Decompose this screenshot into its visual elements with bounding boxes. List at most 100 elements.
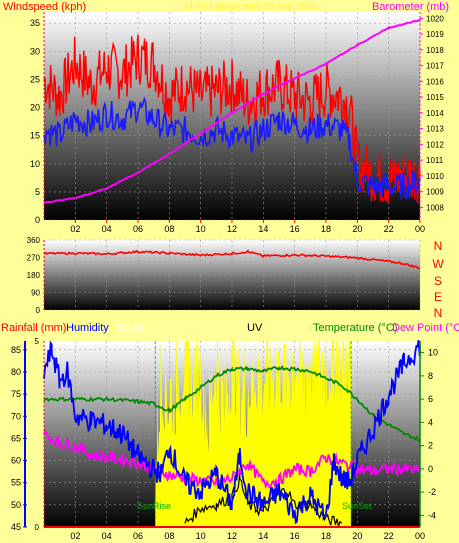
wind-y-tick-label: 5: [35, 187, 40, 197]
uv-title: UV: [247, 322, 263, 334]
barometer-tick-label: 1016: [426, 77, 444, 86]
wind-y-tick-label: 30: [30, 46, 40, 56]
uv-line: [184, 473, 343, 529]
temperature-line: [43, 365, 421, 443]
temperature-tick-label: 10: [428, 348, 438, 358]
wind-x-tick-label: 22: [384, 224, 394, 234]
temperature-title: Temperature (°C): [313, 322, 397, 334]
compass-s: S: [434, 274, 442, 288]
humidity-tick-label: 70: [11, 411, 21, 421]
barometer-tick-label: 1015: [426, 93, 444, 102]
barometer-tick-label: 1017: [426, 62, 444, 71]
humidity-line: [43, 340, 421, 525]
wind-x-tick-label: 02: [70, 224, 80, 234]
dewpoint-title: Dew Point (°C): [392, 322, 459, 334]
humidity-tick-label: 50: [11, 500, 21, 510]
graph-start-title: 24 hour graph start: 23 April 2008: [183, 1, 317, 11]
wind-y-tick-label: 0: [35, 215, 40, 225]
wind-x-tick-label: 18: [321, 224, 331, 234]
wind-axes: 02 04 06 08 10 12 14 16 18 20 22 000510152025303510…: [30, 12, 444, 234]
humidity-tick-label: 60: [11, 456, 21, 466]
temperature-series-layer: [43, 340, 421, 529]
direction-tick-label: 360: [27, 236, 41, 245]
wind-x-tick-label: 06: [133, 224, 143, 234]
temperature-tick-label: -2: [428, 487, 436, 497]
wind-y-tick-label: 25: [30, 74, 40, 84]
direction-tick-label: 180: [27, 271, 41, 280]
wind-direction-line: [43, 249, 421, 270]
wind-y-tick-label: 20: [30, 103, 40, 113]
barometer-tick-label: 1009: [426, 188, 444, 197]
barometer-tick-label: 1019: [426, 30, 444, 39]
barometer-title: Barometer (mb): [372, 1, 449, 13]
temperature-x-tick-label: 04: [102, 531, 112, 541]
temperature-x-tick-label: 12: [227, 531, 237, 541]
direction-axes: 0 90 180 270 360: [27, 236, 45, 315]
wind-x-tick-label: 08: [164, 224, 174, 234]
barometer-tick-label: 1018: [426, 46, 444, 55]
temperature-tick-label: 0: [428, 464, 433, 474]
sunset-label: SunSet: [342, 501, 372, 511]
barometer-tick-label: 1014: [426, 109, 444, 118]
temperature-tick-label: 2: [428, 441, 433, 451]
temperature-tick-label: 8: [428, 371, 433, 381]
temperature-tick-label: -4: [428, 510, 436, 520]
solar-title: Solar: [117, 322, 143, 334]
wind-x-tick-label: 00: [415, 224, 425, 234]
compass-w: W: [432, 257, 444, 271]
direction-tick-label: 90: [31, 289, 40, 298]
wind-y-tick-label: 15: [30, 131, 40, 141]
rainfall-title: Rainfall (mm): [1, 322, 66, 334]
temperature-tick-label: 4: [428, 417, 433, 427]
humidity-tick-label: 55: [11, 478, 21, 488]
sunrise-label: SunRise: [137, 501, 171, 511]
direction-tick-label: 270: [27, 254, 41, 263]
humidity-tick-label: 65: [11, 433, 21, 443]
wind-x-tick-label: 04: [102, 224, 112, 234]
wind-series-layer: [43, 18, 421, 204]
wind-average-line: [43, 96, 421, 200]
rainfall-tick-label: 5: [35, 337, 40, 346]
barometer-tick-label: 1010: [426, 172, 444, 181]
barometer-tick-label: 1011: [426, 156, 444, 165]
wind-x-tick-label: 12: [227, 224, 237, 234]
rainfall-tick-label: 0: [35, 523, 40, 532]
temperature-x-tick-label: 08: [164, 531, 174, 541]
temperature-x-tick-label: 16: [290, 531, 300, 541]
temperature-x-tick-label: 02: [70, 531, 80, 541]
compass-e: E: [434, 290, 442, 304]
humidity-tick-label: 45: [11, 522, 21, 532]
wind-y-tick-label: 10: [30, 159, 40, 169]
temperature-x-tick-label: 14: [258, 531, 268, 541]
wind-x-tick-label: 16: [290, 224, 300, 234]
temperature-axes: 02 04 06 08 10 12 14 16 18 20 22 004550556065707580…: [11, 337, 438, 541]
barometer-tick-label: 1020: [426, 14, 444, 23]
barometer-tick-label: 1008: [426, 203, 444, 212]
barometer-line: [43, 18, 421, 204]
barometer-tick-label: 1013: [426, 125, 444, 134]
compass-n-top: N: [434, 239, 443, 253]
temperature-x-tick-label: 10: [196, 531, 206, 541]
humidity-tick-label: 85: [11, 345, 21, 355]
windspeed-title: Windspeed (kph): [3, 1, 86, 13]
temperature-x-tick-label: 00: [415, 531, 425, 541]
wind-gust-line: [43, 34, 421, 204]
temperature-x-tick-label: 20: [352, 531, 362, 541]
temperature-x-tick-label: 18: [321, 531, 331, 541]
direction-tick-label: 0: [36, 306, 41, 315]
temperature-x-tick-label: 06: [133, 531, 143, 541]
direction-series-layer: [43, 249, 421, 270]
wind-x-tick-label: 10: [196, 224, 206, 234]
temperature-tick-label: 6: [428, 394, 433, 404]
humidity-tick-label: 80: [11, 367, 21, 377]
humidity-tick-label: 75: [11, 389, 21, 399]
barometer-tick-label: 1012: [426, 140, 444, 149]
wind-x-tick-label: 20: [352, 224, 362, 234]
compass-n-bottom: N: [434, 306, 443, 320]
wind-x-tick-label: 14: [258, 224, 268, 234]
compass-labels: N W S E N: [432, 239, 444, 320]
temperature-x-tick-label: 22: [384, 531, 394, 541]
humidity-title: Humidity: [66, 322, 109, 334]
wind-y-tick-label: 35: [30, 18, 40, 28]
